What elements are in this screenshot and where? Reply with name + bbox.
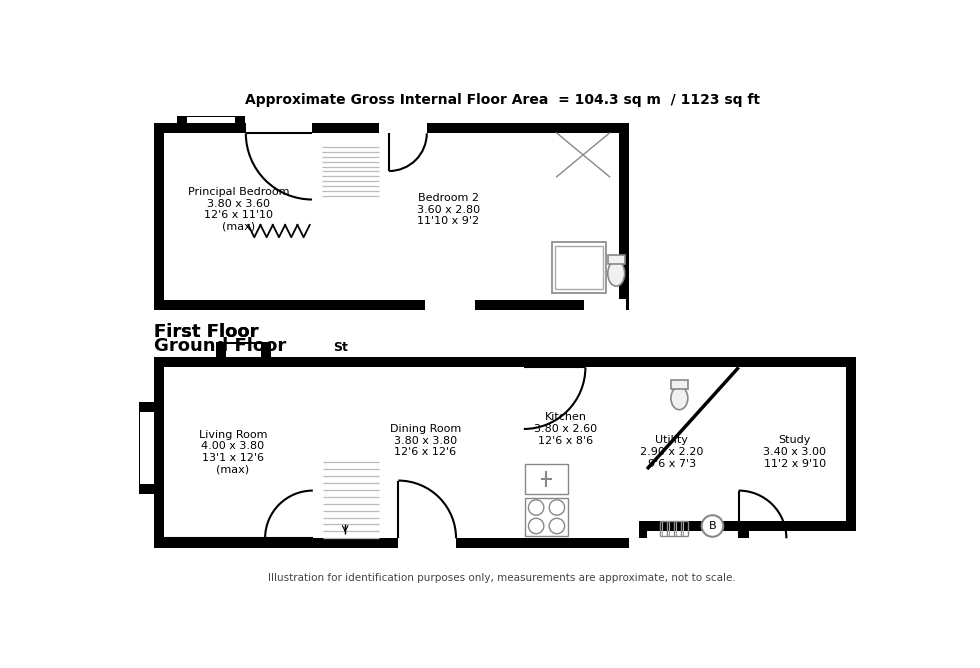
- Bar: [139, 402, 154, 494]
- Bar: [671, 381, 688, 389]
- Bar: [557, 132, 610, 134]
- Text: Utility
2.90 x 2.20
9'6 x 7'3: Utility 2.90 x 2.20 9'6 x 7'3: [640, 436, 704, 469]
- Bar: [398, 538, 456, 549]
- Ellipse shape: [671, 387, 688, 409]
- Bar: [140, 412, 154, 484]
- Bar: [608, 255, 624, 264]
- Bar: [525, 464, 567, 494]
- Bar: [154, 357, 629, 548]
- Bar: [556, 246, 603, 289]
- Bar: [553, 242, 607, 293]
- Text: Principal Bedroom
3.80 x 3.60
12'6 x 11'10
(max): Principal Bedroom 3.80 x 3.60 12'6 x 11'…: [188, 187, 290, 232]
- Bar: [379, 134, 389, 300]
- Bar: [739, 367, 749, 521]
- Bar: [557, 176, 610, 177]
- Bar: [177, 116, 245, 134]
- Bar: [525, 464, 567, 494]
- Bar: [165, 367, 619, 538]
- Bar: [557, 132, 558, 177]
- Text: First Floor: First Floor: [154, 323, 259, 341]
- Text: Living Room
4.00 x 3.80
13'1 x 12'6
(max): Living Room 4.00 x 3.80 13'1 x 12'6 (max…: [199, 430, 267, 474]
- Circle shape: [549, 500, 564, 515]
- Bar: [739, 367, 749, 538]
- Text: Dining Room
3.80 x 3.80
12'6 x 12'6: Dining Room 3.80 x 3.80 12'6 x 12'6: [390, 424, 461, 457]
- Text: Approximate Gross Internal Floor Area  = 104.3 sq m  / 1123 sq ft: Approximate Gross Internal Floor Area = …: [245, 94, 760, 108]
- Text: Study
3.40 x 3.00
11'2 x 9'10: Study 3.40 x 3.00 11'2 x 9'10: [763, 436, 826, 469]
- Bar: [379, 122, 427, 134]
- Bar: [225, 343, 262, 357]
- Text: Ground Floor: Ground Floor: [154, 337, 286, 355]
- Bar: [553, 242, 607, 293]
- Bar: [637, 459, 736, 469]
- Bar: [557, 132, 610, 177]
- Text: Illustration for identification purposes only, measurements are approximate, not: Illustration for identification purposes…: [269, 573, 736, 583]
- Bar: [313, 134, 321, 206]
- Bar: [313, 452, 389, 462]
- Bar: [246, 122, 312, 134]
- Bar: [187, 117, 235, 124]
- Circle shape: [702, 515, 723, 537]
- Bar: [216, 342, 271, 367]
- Bar: [154, 124, 629, 310]
- Circle shape: [528, 518, 544, 534]
- Bar: [525, 498, 567, 536]
- Bar: [514, 367, 523, 538]
- Bar: [322, 134, 379, 147]
- Text: First Floor: First Floor: [154, 323, 259, 341]
- Bar: [619, 367, 639, 538]
- Text: St: St: [333, 341, 348, 353]
- Bar: [541, 134, 551, 300]
- Text: Kitchen
3.80 x 2.60
12'6 x 8'6: Kitchen 3.80 x 2.60 12'6 x 8'6: [534, 412, 597, 446]
- Bar: [637, 459, 647, 538]
- Bar: [630, 367, 847, 521]
- Bar: [584, 299, 626, 311]
- Bar: [525, 498, 567, 536]
- Circle shape: [549, 518, 564, 534]
- Bar: [609, 132, 610, 177]
- Text: B: B: [709, 521, 716, 531]
- Bar: [379, 462, 389, 538]
- Bar: [312, 134, 322, 300]
- Bar: [313, 462, 322, 538]
- Bar: [620, 357, 857, 531]
- Bar: [312, 196, 389, 206]
- Circle shape: [528, 500, 544, 515]
- Ellipse shape: [608, 261, 624, 286]
- Bar: [165, 134, 619, 300]
- Text: Bedroom 2
3.60 x 2.80
11'10 x 9'2: Bedroom 2 3.60 x 2.80 11'10 x 9'2: [416, 193, 480, 226]
- Bar: [425, 299, 475, 311]
